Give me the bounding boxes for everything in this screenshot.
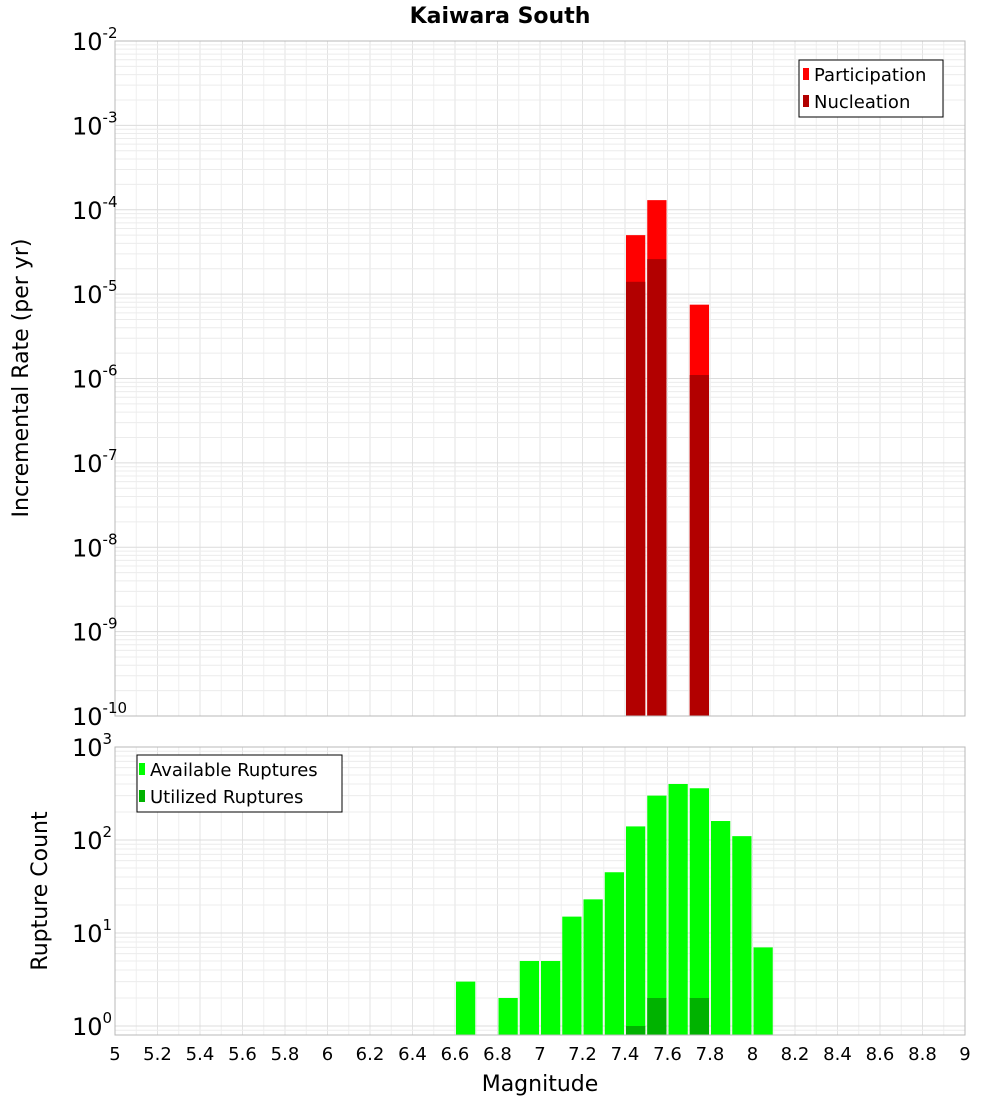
x-tick-labels: 5 5.2 5.4 5.6 5.8 6 6.2 6.4 6.6 6.8 7 7.2 7.4 7.6 7.8 8…: [109, 1044, 970, 1065]
x-tick-label: 5.2: [143, 1044, 172, 1065]
legend-box: [136, 754, 343, 813]
y-tick-label: 10-7: [72, 446, 118, 478]
bar: [647, 259, 667, 716]
y-tick-label: 103: [72, 730, 112, 762]
legend-swatch: [803, 68, 809, 80]
x-tick-label: 5.4: [186, 1044, 215, 1065]
bar: [562, 916, 582, 1035]
legend-swatch: [139, 763, 145, 775]
x-tick-label: 7.6: [653, 1044, 682, 1065]
x-tick-label: 8.8: [908, 1044, 937, 1065]
rate-legend: Participation Nucleation: [798, 59, 944, 118]
y-tick-label: 10-2: [72, 24, 118, 56]
y-tick-label: 10-10: [72, 699, 127, 731]
legend-label: Participation: [814, 65, 926, 86]
bar: [753, 947, 773, 1035]
rate-plot: 10-10 10-9 10-8 10-7 10-6 10-5 10-4 10-3 10-2 Par…: [72, 24, 966, 731]
series-utilized-ruptures: [626, 997, 709, 1035]
chart-title: Kaiwara South: [410, 4, 591, 29]
rate-y-tick-labels: 10-10 10-9 10-8 10-7 10-6 10-5 10-4 10-3 10-2: [72, 24, 127, 731]
bar: [583, 899, 603, 1035]
count-legend: Available Ruptures Utilized Ruptures: [136, 754, 343, 813]
x-tick-label: 6.4: [398, 1044, 427, 1065]
bar: [711, 821, 731, 1035]
y-tick-label: 10-8: [72, 530, 118, 562]
bar: [732, 836, 752, 1035]
bottom-y-axis-label: Rupture Count: [28, 811, 53, 971]
bar: [689, 375, 709, 716]
legend-label: Nucleation: [814, 92, 910, 113]
y-tick-label: 10-5: [72, 277, 118, 309]
bar: [626, 281, 646, 716]
bar: [626, 826, 646, 1035]
legend-label: Utilized Ruptures: [150, 787, 303, 808]
x-tick-label: 7.2: [568, 1044, 597, 1065]
x-tick-label: 5.6: [228, 1044, 257, 1065]
count-y-tick-labels: 100 101 102 103: [72, 730, 112, 1041]
x-tick-label: 7.4: [611, 1044, 640, 1065]
bar: [519, 960, 539, 1035]
count-plot-frame: [114, 746, 966, 1036]
x-tick-label: 6.8: [483, 1044, 512, 1065]
y-tick-label: 10-6: [72, 362, 118, 394]
bar: [647, 997, 667, 1035]
x-tick-label: 9: [959, 1044, 970, 1065]
x-tick-label: 5.8: [271, 1044, 300, 1065]
legend-box: [798, 59, 944, 118]
bar: [626, 1025, 646, 1035]
legend-swatch: [139, 790, 145, 802]
bar: [647, 795, 667, 1035]
x-tick-label: 8.2: [781, 1044, 810, 1065]
x-tick-label: 8.6: [866, 1044, 895, 1065]
bar: [689, 997, 709, 1035]
x-tick-label: 6.2: [356, 1044, 385, 1065]
y-tick-label: 10-9: [72, 615, 118, 647]
y-tick-label: 100: [72, 1009, 112, 1041]
x-tick-label: 5: [109, 1044, 120, 1065]
bar: [668, 784, 688, 1035]
bar: [604, 872, 624, 1035]
count-plot: 100 101 102 103 Available Ruptures Utilized R…: [72, 730, 971, 1065]
x-tick-label: 8.4: [823, 1044, 852, 1065]
y-tick-label: 10-3: [72, 108, 118, 140]
bar: [498, 997, 518, 1035]
rate-plot-frame: [114, 40, 966, 717]
x-tick-label: 8: [747, 1044, 758, 1065]
x-tick-label: 6.6: [441, 1044, 470, 1065]
legend-label: Available Ruptures: [150, 760, 318, 781]
series-nucleation: [626, 259, 709, 716]
x-tick-label: 7.8: [696, 1044, 725, 1065]
top-y-axis-label: Incremental Rate (per yr): [9, 239, 34, 518]
y-tick-label: 101: [72, 916, 112, 948]
legend-swatch: [803, 95, 809, 107]
bar: [456, 981, 476, 1035]
series-available-ruptures: [456, 784, 773, 1035]
bar: [541, 960, 561, 1035]
bar: [689, 788, 709, 1035]
y-tick-label: 10-4: [72, 193, 118, 225]
x-tick-label: 7: [534, 1044, 545, 1065]
x-axis-label: Magnitude: [482, 1072, 599, 1097]
x-tick-label: 6: [322, 1044, 333, 1065]
y-tick-label: 102: [72, 823, 112, 855]
